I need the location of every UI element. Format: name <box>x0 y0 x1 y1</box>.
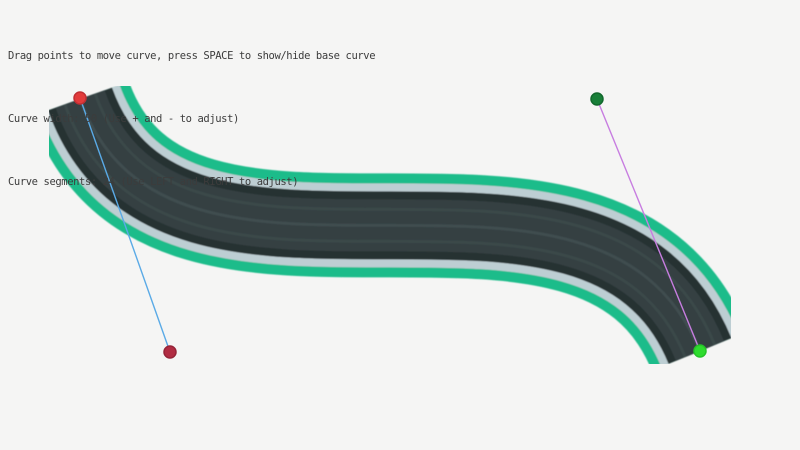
start-anchor-point[interactable] <box>73 91 87 105</box>
road-curve <box>31 79 749 373</box>
control-handle-lines <box>79 97 701 353</box>
end-control-point[interactable] <box>590 92 604 106</box>
end-anchor-point[interactable] <box>693 344 707 358</box>
instruction-drag-points: Drag points to move curve, press SPACE t… <box>8 50 376 62</box>
start-control-point[interactable] <box>163 345 177 359</box>
instruction-curve-segments: Curve segments: 24 (Use LEFT and RIGHT t… <box>8 176 299 188</box>
instructions-overlay: Drag points to move curve, press SPACE t… <box>8 4 376 235</box>
instruction-curve-width: Curve width: 50 (Use + and - to adjust) <box>8 113 239 125</box>
start-handle-line <box>79 97 171 353</box>
control-points <box>73 91 707 359</box>
road-center-line <box>78 98 702 352</box>
end-handle-line <box>596 98 701 352</box>
